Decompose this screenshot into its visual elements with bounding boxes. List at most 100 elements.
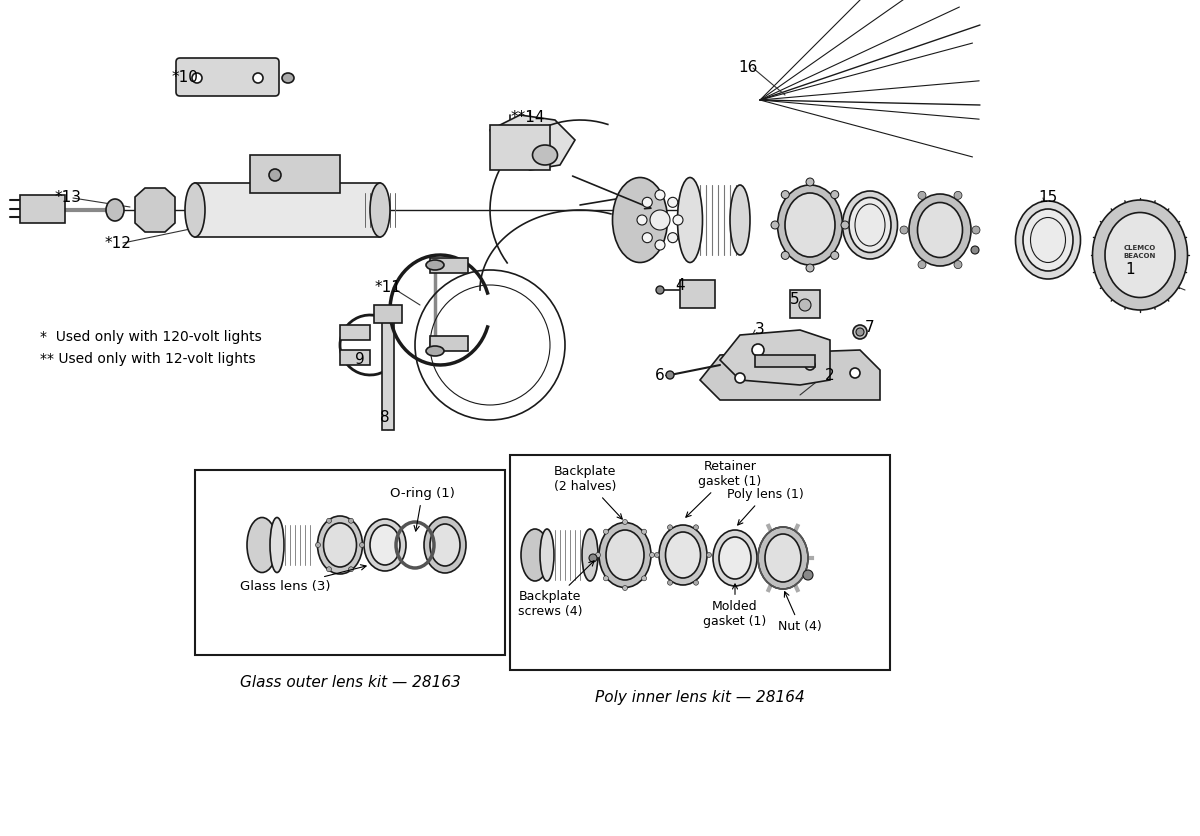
FancyBboxPatch shape xyxy=(176,58,278,96)
Circle shape xyxy=(655,190,665,200)
Text: Poly inner lens kit — 28164: Poly inner lens kit — 28164 xyxy=(595,690,805,705)
Ellipse shape xyxy=(370,183,390,237)
Bar xyxy=(194,183,380,237)
Circle shape xyxy=(830,191,839,199)
Ellipse shape xyxy=(424,517,466,573)
Circle shape xyxy=(803,570,814,580)
Ellipse shape xyxy=(730,185,750,255)
Circle shape xyxy=(667,197,678,207)
Ellipse shape xyxy=(106,199,124,221)
Ellipse shape xyxy=(656,286,664,294)
Circle shape xyxy=(841,221,850,229)
Ellipse shape xyxy=(766,534,802,582)
Text: *12: *12 xyxy=(104,236,132,251)
Ellipse shape xyxy=(694,525,698,530)
Text: 8: 8 xyxy=(380,410,390,426)
Circle shape xyxy=(637,215,647,225)
Ellipse shape xyxy=(370,525,400,565)
Ellipse shape xyxy=(707,553,712,558)
Bar xyxy=(250,155,340,193)
Ellipse shape xyxy=(758,527,808,589)
Ellipse shape xyxy=(269,169,281,181)
Bar xyxy=(340,325,370,340)
Ellipse shape xyxy=(918,191,926,199)
Ellipse shape xyxy=(713,530,757,586)
Ellipse shape xyxy=(604,529,608,534)
Ellipse shape xyxy=(604,576,608,581)
Circle shape xyxy=(650,210,670,230)
Ellipse shape xyxy=(606,530,644,580)
Ellipse shape xyxy=(778,185,842,265)
Ellipse shape xyxy=(853,325,866,339)
Ellipse shape xyxy=(623,519,628,524)
Ellipse shape xyxy=(282,73,294,83)
Circle shape xyxy=(806,178,814,186)
Ellipse shape xyxy=(430,524,460,566)
Polygon shape xyxy=(134,188,175,232)
Ellipse shape xyxy=(850,197,890,252)
Ellipse shape xyxy=(324,523,356,567)
Circle shape xyxy=(830,252,839,259)
Ellipse shape xyxy=(1105,212,1175,298)
Ellipse shape xyxy=(910,194,971,266)
Text: *10: *10 xyxy=(172,70,198,85)
Ellipse shape xyxy=(694,580,698,585)
Ellipse shape xyxy=(599,522,650,588)
Ellipse shape xyxy=(918,202,962,257)
Circle shape xyxy=(673,215,683,225)
Text: Nut (4): Nut (4) xyxy=(778,592,822,633)
Circle shape xyxy=(772,221,779,229)
Text: *13: *13 xyxy=(54,191,82,206)
Text: 1: 1 xyxy=(1126,263,1135,278)
Circle shape xyxy=(642,232,653,242)
Text: 5: 5 xyxy=(790,293,800,308)
Ellipse shape xyxy=(426,260,444,270)
Circle shape xyxy=(805,360,815,370)
Ellipse shape xyxy=(719,537,751,579)
Text: ** Used only with 12-volt lights: ** Used only with 12-volt lights xyxy=(40,352,256,366)
Ellipse shape xyxy=(666,532,701,578)
Ellipse shape xyxy=(954,261,962,268)
Bar xyxy=(490,125,550,170)
Ellipse shape xyxy=(326,567,331,572)
Text: CLEMCO
BEACON: CLEMCO BEACON xyxy=(1124,246,1156,258)
Polygon shape xyxy=(720,330,830,385)
Ellipse shape xyxy=(595,553,600,558)
Bar xyxy=(680,280,715,308)
Bar xyxy=(510,455,890,670)
Circle shape xyxy=(192,73,202,83)
Bar xyxy=(430,258,468,273)
Ellipse shape xyxy=(667,525,672,530)
Ellipse shape xyxy=(900,226,908,234)
Text: 2: 2 xyxy=(826,368,835,383)
Text: Molded
gasket (1): Molded gasket (1) xyxy=(703,584,767,628)
Circle shape xyxy=(752,344,764,356)
Circle shape xyxy=(734,373,745,383)
Circle shape xyxy=(850,368,860,378)
Ellipse shape xyxy=(623,585,628,590)
Bar xyxy=(20,195,65,223)
Ellipse shape xyxy=(148,197,162,222)
Bar xyxy=(194,470,505,655)
Ellipse shape xyxy=(654,553,660,558)
Polygon shape xyxy=(490,115,575,170)
Bar xyxy=(374,305,402,323)
Text: Backplate
screws (4): Backplate screws (4) xyxy=(517,561,594,618)
Ellipse shape xyxy=(918,261,926,268)
Ellipse shape xyxy=(533,145,558,165)
Text: **14: **14 xyxy=(511,110,545,125)
Bar xyxy=(340,350,370,365)
Ellipse shape xyxy=(540,529,554,581)
Text: 16: 16 xyxy=(738,60,757,75)
Ellipse shape xyxy=(649,553,654,558)
Circle shape xyxy=(642,197,653,207)
Ellipse shape xyxy=(856,328,864,336)
Ellipse shape xyxy=(318,516,362,574)
Ellipse shape xyxy=(1022,209,1073,271)
Ellipse shape xyxy=(185,183,205,237)
Ellipse shape xyxy=(612,177,667,263)
Ellipse shape xyxy=(426,346,444,356)
Text: Poly lens (1): Poly lens (1) xyxy=(727,488,803,525)
Ellipse shape xyxy=(1092,200,1188,310)
Ellipse shape xyxy=(348,518,354,523)
